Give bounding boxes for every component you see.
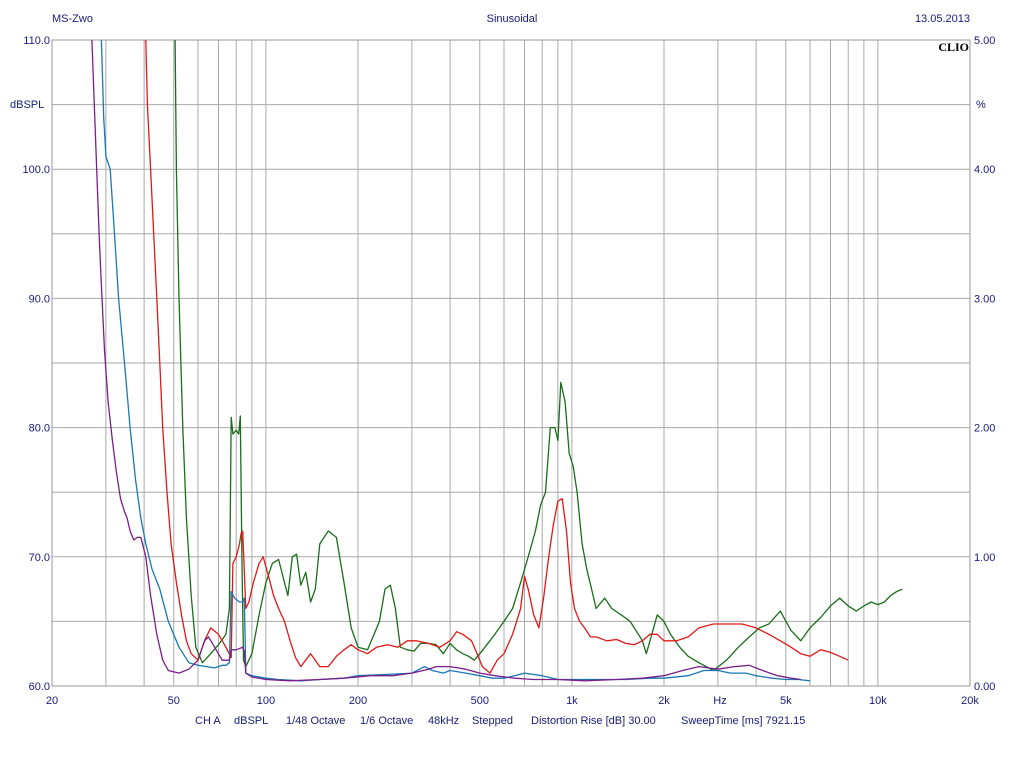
series-line-1	[174, 39, 903, 672]
y-tick-label: 100.0	[22, 164, 50, 176]
y2-axis-label: %	[976, 99, 986, 111]
grid	[52, 40, 970, 686]
x-unit-label: Hz	[713, 695, 726, 707]
tick-labels: 20 50 100 200 500 1k 2k 5k 10k 20k 60.0 70.0 80.0 90.…	[22, 35, 995, 707]
header-left-label: MS-Zwo	[52, 13, 93, 25]
y-tick-label: 90.0	[29, 293, 50, 305]
x-tick-label: 2k	[658, 695, 670, 707]
x-tick-label: 5k	[780, 695, 792, 707]
footer-resolution: 1/48 Octave	[286, 715, 345, 727]
footer-mode: Stepped	[472, 715, 513, 727]
y2-tick-label: 0.00	[974, 681, 995, 693]
clio-logo: CLIO	[938, 40, 969, 54]
series-line-4	[91, 39, 801, 682]
x-tick-label: 1k	[566, 695, 578, 707]
x-tick-label: 500	[471, 695, 489, 707]
y2-tick-label: 5.00	[974, 35, 995, 47]
plot-frame	[51, 39, 971, 687]
y2-tick-label: 3.00	[974, 293, 995, 305]
header-center-label: Sinusoidal	[487, 13, 538, 25]
x-tick-label: 20	[46, 695, 58, 707]
y-tick-label: 110.0	[23, 35, 50, 47]
x-tick-label: 10k	[869, 695, 887, 707]
header-date-label: 13.05.2013	[915, 13, 970, 25]
y-tick-label: 60.0	[29, 681, 50, 693]
y-axis-label: dBSPL	[10, 99, 44, 111]
x-tick-label: 20k	[961, 695, 979, 707]
x-tick-label: 50	[168, 695, 180, 707]
series-line-2	[145, 39, 849, 674]
footer-channel: CH A	[195, 715, 221, 727]
footer-smoothing: 1/6 Octave	[360, 715, 413, 727]
footer-rate: 48kHz	[428, 715, 459, 727]
y-tick-label: 80.0	[29, 423, 50, 435]
y2-tick-label: 2.00	[974, 423, 995, 435]
y2-tick-label: 1.00	[974, 552, 995, 564]
series-group	[91, 39, 903, 682]
series-line-3	[100, 39, 811, 682]
footer-sweep: SweepTime [ms] 7921.15	[681, 715, 805, 727]
footer-unit: dBSPL	[234, 715, 268, 727]
x-tick-label: 200	[349, 695, 367, 707]
footer-distortion: Distortion Rise [dB] 30.00	[531, 715, 656, 727]
x-tick-label: 100	[257, 695, 275, 707]
y-tick-label: 70.0	[29, 552, 50, 564]
y2-tick-label: 4.00	[974, 164, 995, 176]
